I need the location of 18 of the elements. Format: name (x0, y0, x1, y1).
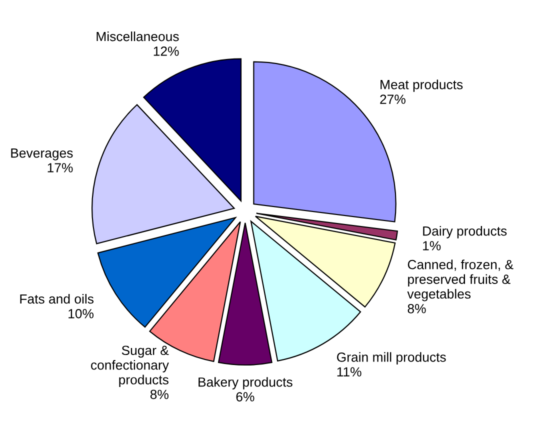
slice-label: Miscellaneous (96, 32, 179, 42)
slice-label: Fats and oils (20, 294, 94, 304)
data-label: 8% (150, 390, 168, 400)
slice-label: Beverages (11, 148, 73, 160)
data-label: 27% (380, 94, 406, 104)
slice-label: Canned, frozen, & preserved fruits & vegetables (407, 260, 514, 302)
data-label: 11% (337, 367, 362, 376)
data-label: 1% (423, 241, 441, 250)
slice-label: Grain mill products (337, 352, 446, 364)
slice-label: Dairy products (423, 226, 507, 238)
slice-label: Sugar & confectionary products (91, 346, 169, 388)
data-label: 10% (68, 309, 94, 318)
data-label: 12% (154, 46, 179, 56)
data-label: 6% (236, 392, 254, 402)
data-label: 8% (408, 304, 426, 314)
slice-label: Meat products (380, 80, 463, 92)
slice-label: Bakery products (198, 377, 292, 390)
data-label: 17% (48, 163, 73, 172)
